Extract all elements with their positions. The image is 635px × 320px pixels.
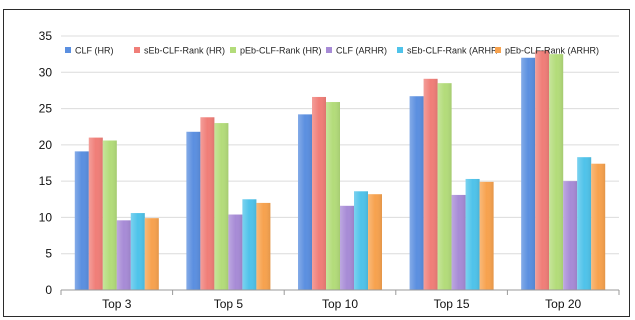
legend-swatch xyxy=(397,47,403,53)
bar-shade xyxy=(312,96,326,291)
bar-shade xyxy=(423,78,438,291)
bar-shade xyxy=(340,205,354,290)
bar-shade xyxy=(368,194,382,290)
bar-shade xyxy=(465,178,480,290)
bar-shade xyxy=(479,181,494,290)
bar-shade xyxy=(74,151,89,290)
bar-shade xyxy=(130,213,145,290)
legend-swatch xyxy=(326,47,332,53)
y-tick-label: 0 xyxy=(45,283,52,297)
bar-shade xyxy=(242,199,257,290)
x-tick-label: Top 15 xyxy=(434,297,470,311)
x-tick-label: Top 10 xyxy=(322,297,358,311)
y-tick-label: 15 xyxy=(39,174,53,188)
y-tick-label: 25 xyxy=(39,102,53,116)
legend-label: CLF (HR) xyxy=(75,46,114,56)
legend-label: sEb-CLF-Rank (HR) xyxy=(144,46,225,56)
y-axis-ticks: 0 5 10 15 20 25 30 35 xyxy=(39,29,53,297)
bar-shade xyxy=(563,181,578,290)
bar-shade xyxy=(214,123,229,290)
bar-shade xyxy=(102,140,117,290)
bars xyxy=(74,50,606,291)
legend-swatch xyxy=(495,47,501,53)
bar-shade xyxy=(549,54,564,291)
bar-shade xyxy=(144,218,159,290)
x-tick-label: Top 3 xyxy=(102,297,132,311)
bar-shade xyxy=(577,157,592,290)
bar-shade xyxy=(354,191,368,290)
bar-shade xyxy=(298,114,312,291)
legend-label: CLF (ARHR) xyxy=(336,46,387,56)
chart-frame: 0 5 10 15 20 25 30 35 Top 3 Top 5 Top 10 Top 15 Top… xyxy=(3,9,630,317)
bar-shade xyxy=(535,50,550,291)
y-tick-label: 30 xyxy=(39,65,53,79)
legend-label: pEb-CLF-Rank (HR) xyxy=(240,46,322,56)
bar-shade xyxy=(256,202,271,290)
y-tick-label: 5 xyxy=(45,247,52,261)
bar-shade xyxy=(521,57,536,291)
bar-shade xyxy=(88,137,103,290)
bar-shade xyxy=(437,83,452,291)
bar-shade xyxy=(409,96,424,290)
bar-shade xyxy=(228,214,243,290)
legend-label: pEb-CLF-Rank (ARHR) xyxy=(505,46,599,56)
y-tick-label: 35 xyxy=(39,29,53,43)
x-axis xyxy=(60,289,620,295)
bar-shade xyxy=(186,131,201,290)
y-tick-label: 20 xyxy=(39,138,53,152)
x-axis-labels: Top 3 Top 5 Top 10 Top 15 Top 20 xyxy=(102,297,581,311)
bar-shade xyxy=(326,102,340,290)
bar-shade xyxy=(451,194,466,290)
bar-shade xyxy=(116,220,131,290)
y-tick-label: 10 xyxy=(39,210,53,224)
bar-shade xyxy=(591,163,606,290)
legend-label: sEb-CLF-Rank (ARHR xyxy=(407,46,498,56)
legend: CLF (HR) sEb-CLF-Rank (HR) pEb-CLF-Rank (H… xyxy=(65,46,599,56)
bar-shade xyxy=(200,117,215,290)
legend-swatch xyxy=(134,47,140,53)
legend-swatch xyxy=(230,47,236,53)
x-tick-label: Top 5 xyxy=(214,297,244,311)
x-tick-label: Top 20 xyxy=(545,297,581,311)
legend-swatch xyxy=(65,47,71,53)
